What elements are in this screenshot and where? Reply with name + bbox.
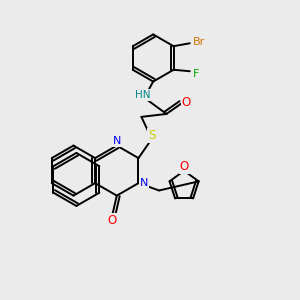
Text: N: N [140,178,148,188]
Text: O: O [182,96,191,109]
Text: Br: Br [193,37,205,47]
Text: O: O [179,160,189,173]
Text: O: O [108,214,117,226]
Text: S: S [148,129,155,142]
Text: HN: HN [135,90,151,100]
Text: N: N [112,136,121,146]
Text: F: F [193,69,199,79]
